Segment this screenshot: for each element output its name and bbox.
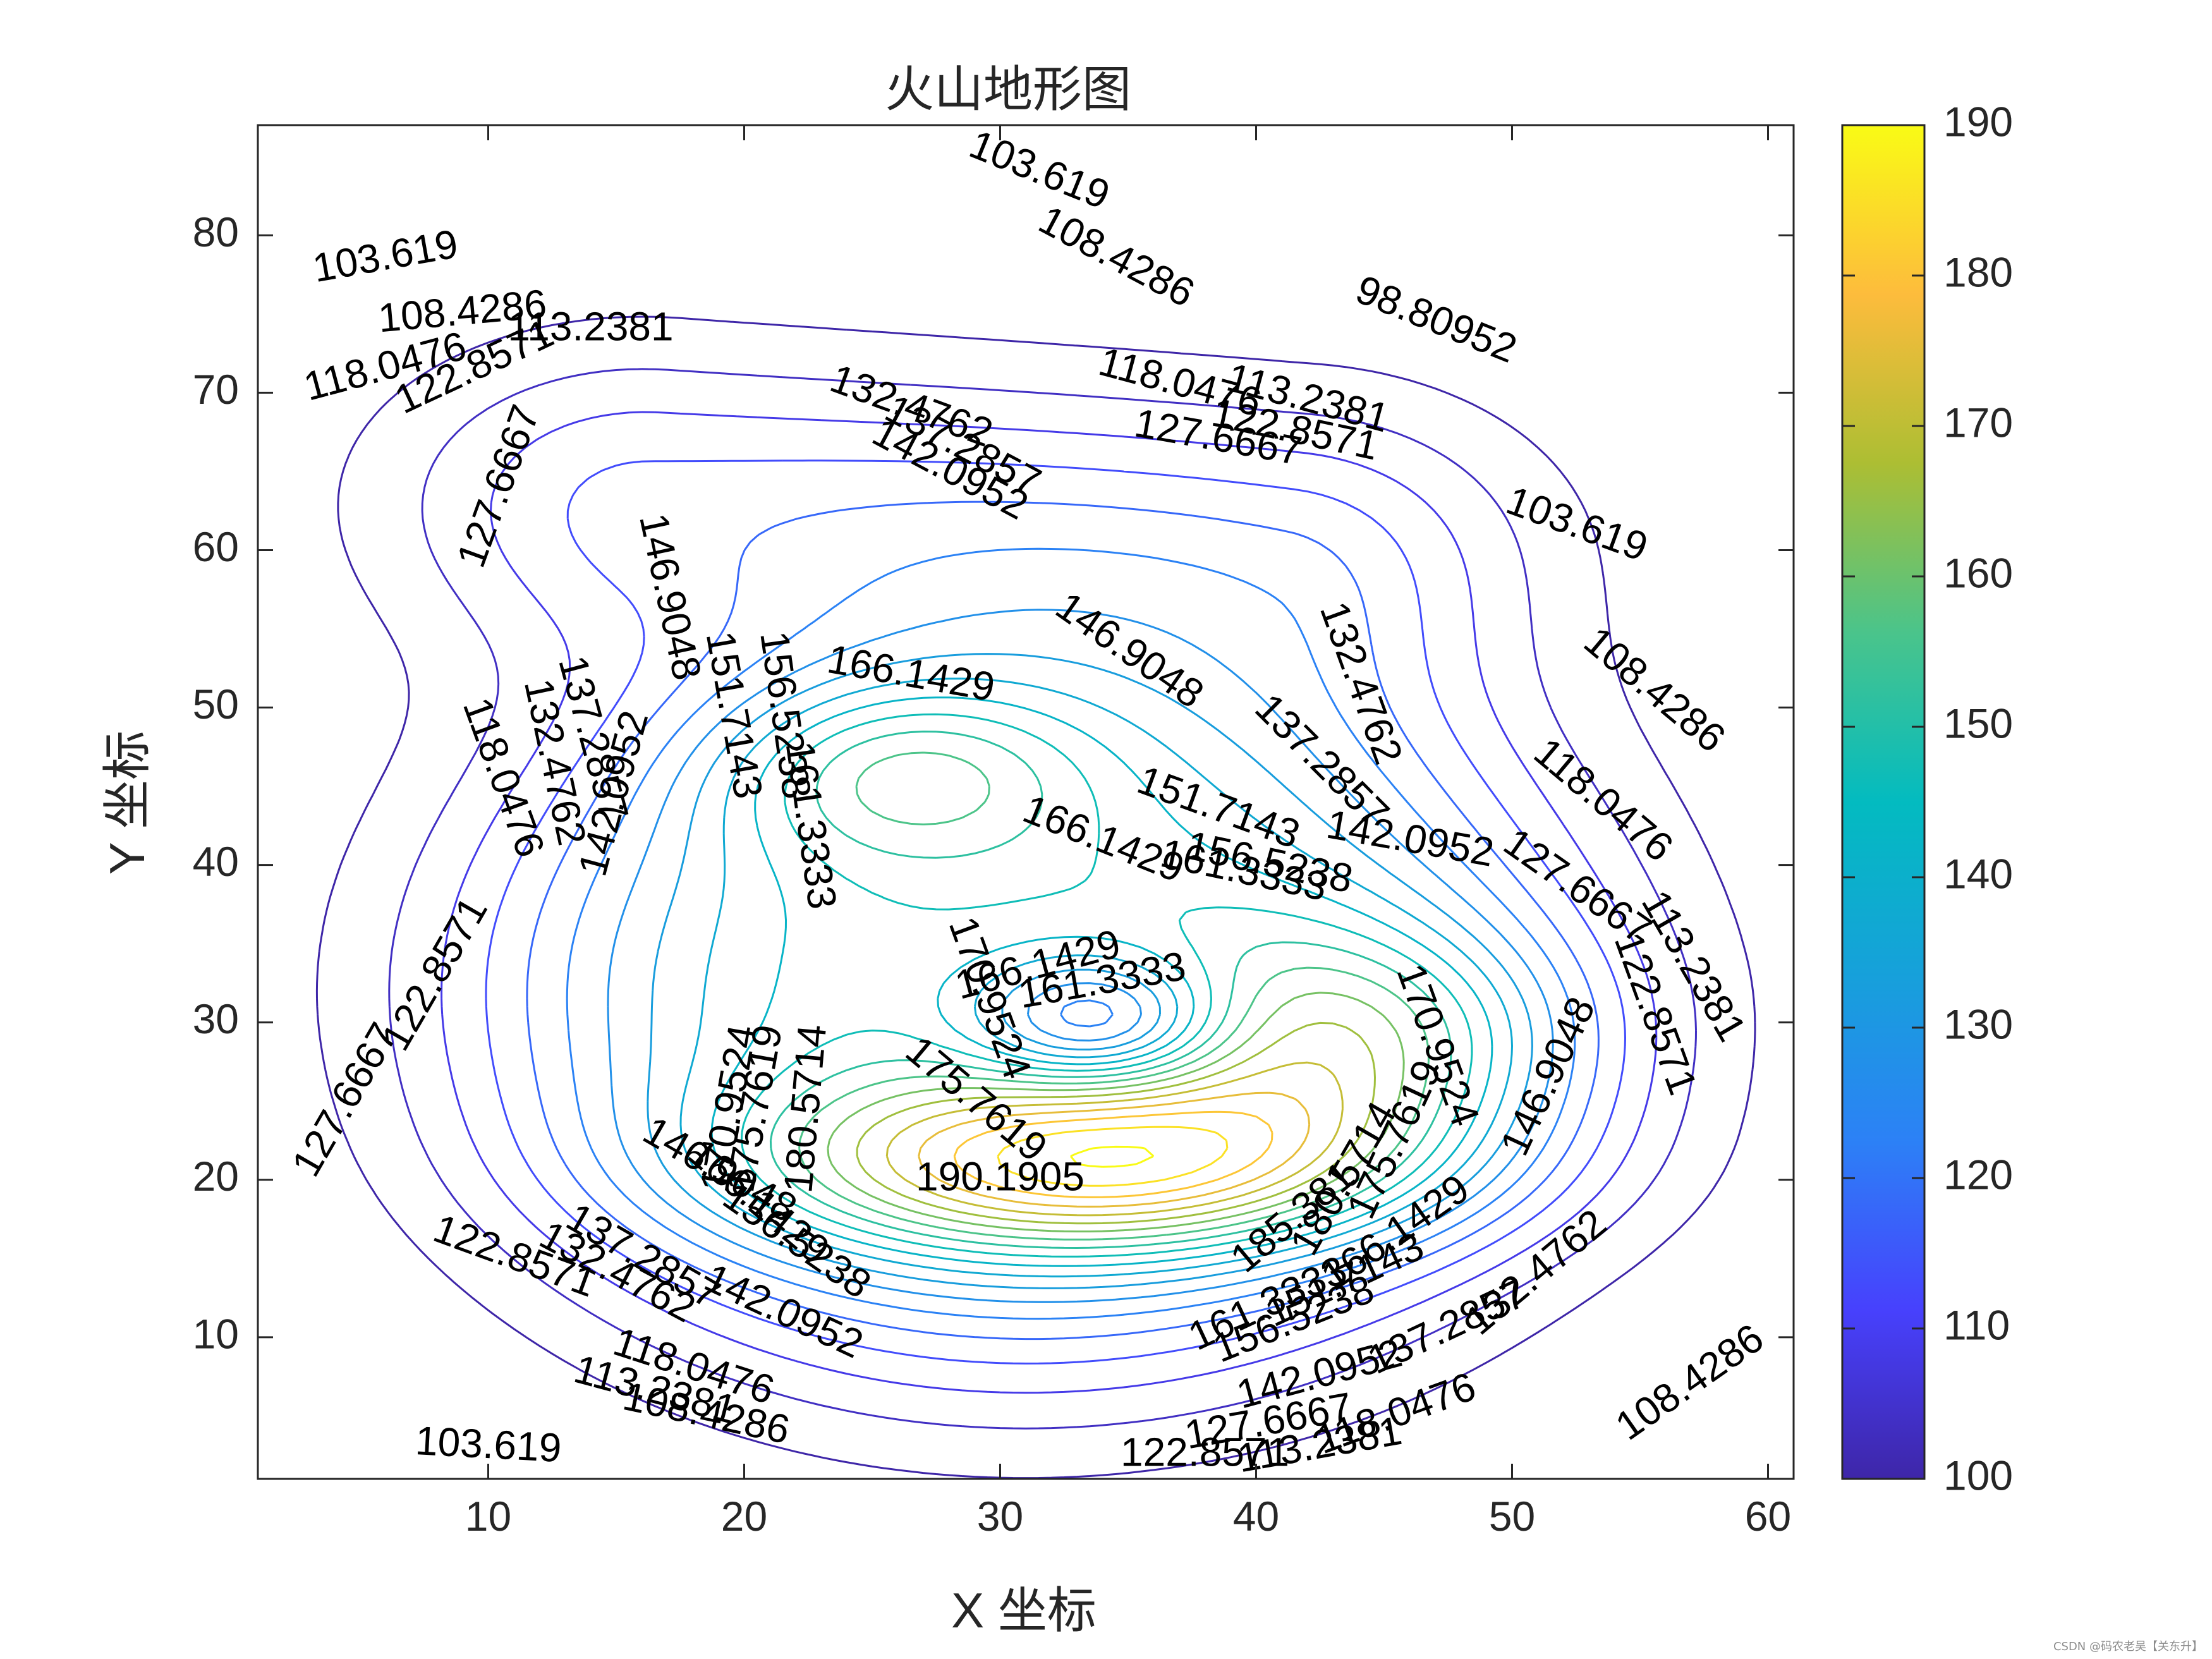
y-tick-label: 70 xyxy=(193,366,239,413)
y-axis-label: Y 坐标 xyxy=(99,731,155,875)
contour-label: 190.1905 xyxy=(916,1154,1085,1200)
colorbar-tick-label: 160 xyxy=(1943,549,2013,596)
y-tick-label: 10 xyxy=(193,1310,239,1357)
contour-level-3 xyxy=(441,411,1658,1394)
contour-level-12 xyxy=(769,731,1452,1249)
contour-label: 108.4286 xyxy=(1031,197,1201,316)
contour-label: 98.80952 xyxy=(1350,266,1523,372)
contour-level-5 xyxy=(526,501,1600,1340)
watermark: CSDN @码农老吴【关东升】 xyxy=(2053,1640,2203,1653)
contour-level-10 xyxy=(710,696,1493,1267)
x-tick-label: 60 xyxy=(1745,1493,1791,1540)
contour-label: 103.619 xyxy=(1500,477,1653,570)
contour-label: 161.3333 xyxy=(777,738,846,911)
x-tick-label: 20 xyxy=(721,1493,767,1540)
contour-level-1 xyxy=(315,315,1756,1479)
colorbar-tick-label: 150 xyxy=(1943,700,2013,746)
contour-label: 127.6667 xyxy=(283,1015,406,1184)
chart-title: 火山地形图 xyxy=(885,61,1131,117)
contour-level-15 xyxy=(856,1021,1376,1225)
contour-label: 103.619 xyxy=(414,1418,562,1471)
x-axis-label: X 坐标 xyxy=(951,1583,1097,1638)
colorbar-tick-label: 140 xyxy=(1943,850,2013,897)
y-tick-label: 40 xyxy=(193,838,239,885)
y-tick-label: 60 xyxy=(193,523,239,570)
contour-label: 146.9048 xyxy=(631,509,710,684)
x-tick-label: 10 xyxy=(465,1493,511,1540)
contour-level-8 xyxy=(647,653,1533,1289)
y-tick-label: 80 xyxy=(193,209,239,255)
contour-level-4 xyxy=(485,459,1626,1364)
x-tick-label: 40 xyxy=(1233,1493,1279,1540)
x-tick-label: 30 xyxy=(977,1493,1023,1540)
contour-level-9 xyxy=(679,678,1513,1278)
contour-label: 122.8571 xyxy=(1121,1430,1289,1475)
contour-level-18 xyxy=(953,1110,1273,1198)
colorbar-tick-label: 170 xyxy=(1943,399,2013,446)
contour-level-16 xyxy=(885,1061,1344,1217)
colorbar: 100 110 120 130 140 150 160 170 180 190 xyxy=(1841,98,2013,1498)
contour-lines xyxy=(315,315,1756,1479)
contour-label: 103.619 xyxy=(963,121,1115,217)
colorbar-ticks: 100 110 120 130 140 150 160 170 180 190 xyxy=(1842,98,2013,1498)
colorbar-tick-label: 130 xyxy=(1943,1000,2013,1047)
contour-level-20 xyxy=(1069,1145,1155,1168)
contour-label: 108.4286 xyxy=(1576,617,1734,761)
colorbar-tick-label: 180 xyxy=(1943,248,2013,295)
x-tick-label: 50 xyxy=(1489,1493,1535,1540)
colorbar-tick-label: 190 xyxy=(1943,98,2013,145)
y-axis: 10 20 30 40 50 60 70 80 xyxy=(193,209,1794,1357)
x-axis: 10 20 30 40 50 60 xyxy=(465,125,1791,1540)
y-tick-label: 30 xyxy=(193,995,239,1042)
colorbar-tick-label: 110 xyxy=(1943,1301,2010,1348)
plot-frame xyxy=(257,124,1795,1480)
contour-label: 108.4286 xyxy=(1607,1315,1771,1449)
contour-label: 113.2381 xyxy=(507,304,673,349)
contour-label: 103.619 xyxy=(309,221,461,291)
contour-level-14 xyxy=(827,992,1405,1232)
colorbar-gradient xyxy=(1841,124,1926,1480)
contour-level-13 xyxy=(798,751,1430,1241)
colorbar-tick-label: 120 xyxy=(1943,1151,2013,1198)
contour-level-17 xyxy=(918,1091,1311,1208)
contour-level-7 xyxy=(607,609,1554,1303)
contour-level-2 xyxy=(388,368,1697,1430)
colorbar-tick-label: 100 xyxy=(1943,1452,2013,1498)
contour-level-11 xyxy=(740,713,1473,1258)
contour-level-19 xyxy=(997,1126,1229,1187)
contour-label: 132.4762 xyxy=(1456,1200,1615,1344)
y-tick-label: 20 xyxy=(193,1153,239,1200)
contour-level-6 xyxy=(566,547,1576,1320)
contour-label: 127.6667 xyxy=(447,399,548,573)
y-tick-label: 50 xyxy=(193,681,239,727)
